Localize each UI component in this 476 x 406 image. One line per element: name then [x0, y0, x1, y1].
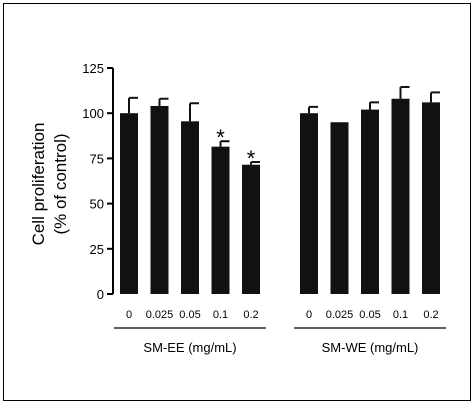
category-label: 0 [306, 309, 312, 321]
category-label: 0.2 [243, 309, 258, 321]
category-label: 0.05 [179, 309, 200, 321]
y-axis-label: Cell proliferation (% of control) [29, 123, 70, 246]
group-label: SM-WE (mg/mL) [322, 340, 419, 355]
category-label: 0.025 [326, 309, 354, 321]
bar [242, 164, 260, 294]
category-labels: 0 0.025 0.05 0.1 0.2 SM-EE (mg/mL) 0 0.025 0.05 0… [114, 309, 446, 355]
y-axis-label-line2: (% of control) [51, 133, 70, 234]
bar [391, 98, 410, 295]
category-label: 0.025 [146, 309, 174, 321]
category-label: 0.1 [393, 309, 408, 321]
category-label: 0.05 [359, 309, 380, 321]
group-label: SM-EE (mg/mL) [143, 340, 236, 355]
y-tick-label: 25 [90, 242, 104, 257]
category-label: 0 [126, 309, 132, 321]
y-tick-label: 75 [90, 151, 104, 166]
y-tick-label: 100 [82, 106, 104, 121]
category-label: 0.2 [423, 309, 438, 321]
category-label: 0.1 [213, 309, 228, 321]
bar [211, 146, 230, 294]
bar [361, 109, 379, 294]
bar [181, 121, 199, 294]
bar [422, 102, 440, 295]
y-tick-label: 50 [90, 197, 104, 212]
significance-marker: * [216, 125, 225, 150]
y-axis-label-line1: Cell proliferation [29, 123, 48, 246]
bars: ** [120, 85, 440, 295]
y-tick-label: 0 [97, 287, 104, 302]
significance-marker: * [247, 146, 256, 171]
bar [120, 113, 138, 294]
bar [330, 122, 349, 295]
bar [300, 113, 318, 294]
bar [150, 105, 169, 294]
axes: 0 25 50 75 100 125 [82, 61, 114, 302]
y-tick-label: 125 [82, 61, 104, 76]
